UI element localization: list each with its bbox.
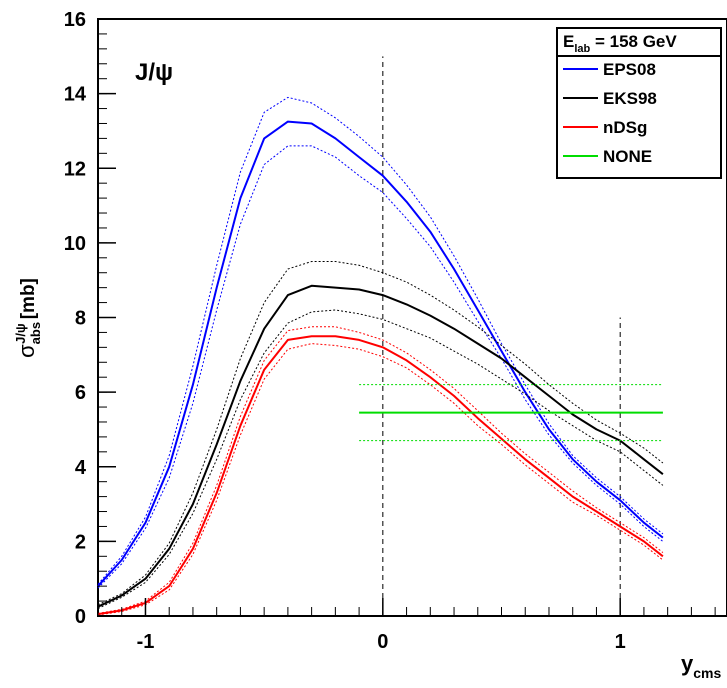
- legend: Elab = 158 GeV EPS08 EKS98 nDSg NONE: [556, 27, 722, 179]
- legend-header-main: E: [563, 32, 574, 51]
- y-tick-label: 8: [75, 308, 86, 330]
- x-tick-label: -1: [137, 631, 155, 653]
- legend-entries: EPS08 EKS98 nDSg NONE: [563, 60, 657, 166]
- uncertainty-band-upper: [97, 96, 664, 585]
- x-axis-title-sub: cms: [693, 665, 721, 681]
- legend-entry-eks98: EKS98: [603, 89, 657, 108]
- y-tick-label: 4: [75, 457, 87, 479]
- x-tick-label: 1: [615, 631, 626, 653]
- reference-lines: [382, 56, 621, 616]
- legend-header: Elab = 158 GeV: [563, 32, 677, 55]
- uncertainty-band-lower: [97, 309, 664, 609]
- legend-entry-ndsg: nDSg: [603, 118, 647, 137]
- y-tick-label: 12: [64, 158, 86, 180]
- legend-entry-eps08: EPS08: [603, 60, 656, 79]
- series-line: [97, 284, 664, 608]
- y-tick-label: 0: [75, 606, 86, 628]
- axes-layer: 0 2 4 6 8 10 12 14 16 -1 0 1: [64, 9, 716, 653]
- y-axis-title-unit: [mb]: [18, 278, 39, 319]
- uncertainty-band-upper: [97, 326, 664, 614]
- x-axis-title-main: y: [681, 651, 694, 676]
- y-tick-label: 6: [75, 382, 86, 404]
- y-tick-label: 16: [64, 9, 86, 31]
- series-line: [97, 120, 664, 587]
- series-ndsg: [97, 326, 664, 616]
- y-axis-title-sub: abs: [28, 322, 43, 344]
- y-axis-title-sup: J/ψ: [13, 323, 28, 344]
- series-none: [359, 384, 663, 442]
- x-tick-label: 0: [377, 631, 388, 653]
- legend-box: [556, 27, 722, 179]
- series-layer: [97, 96, 664, 616]
- y-tick-label: 10: [64, 233, 86, 255]
- legend-header-sub: lab: [574, 43, 590, 55]
- annotation-jpsi: J/ψ: [135, 59, 173, 86]
- legend-entry-none: NONE: [603, 147, 652, 166]
- x-axis-title: ycms: [681, 651, 721, 681]
- y-tick-label: 14: [64, 84, 87, 106]
- series-eks98: [97, 261, 664, 609]
- y-axis-title: σabsJ/ψ [mb]: [13, 278, 43, 358]
- uncertainty-band-upper: [97, 261, 664, 606]
- series-line: [97, 335, 664, 616]
- y-tick-label: 2: [75, 531, 86, 553]
- legend-header-rest: = 158 GeV: [590, 32, 677, 51]
- y-axis-title-sigma: σ: [14, 344, 39, 358]
- series-eps08: [97, 96, 664, 589]
